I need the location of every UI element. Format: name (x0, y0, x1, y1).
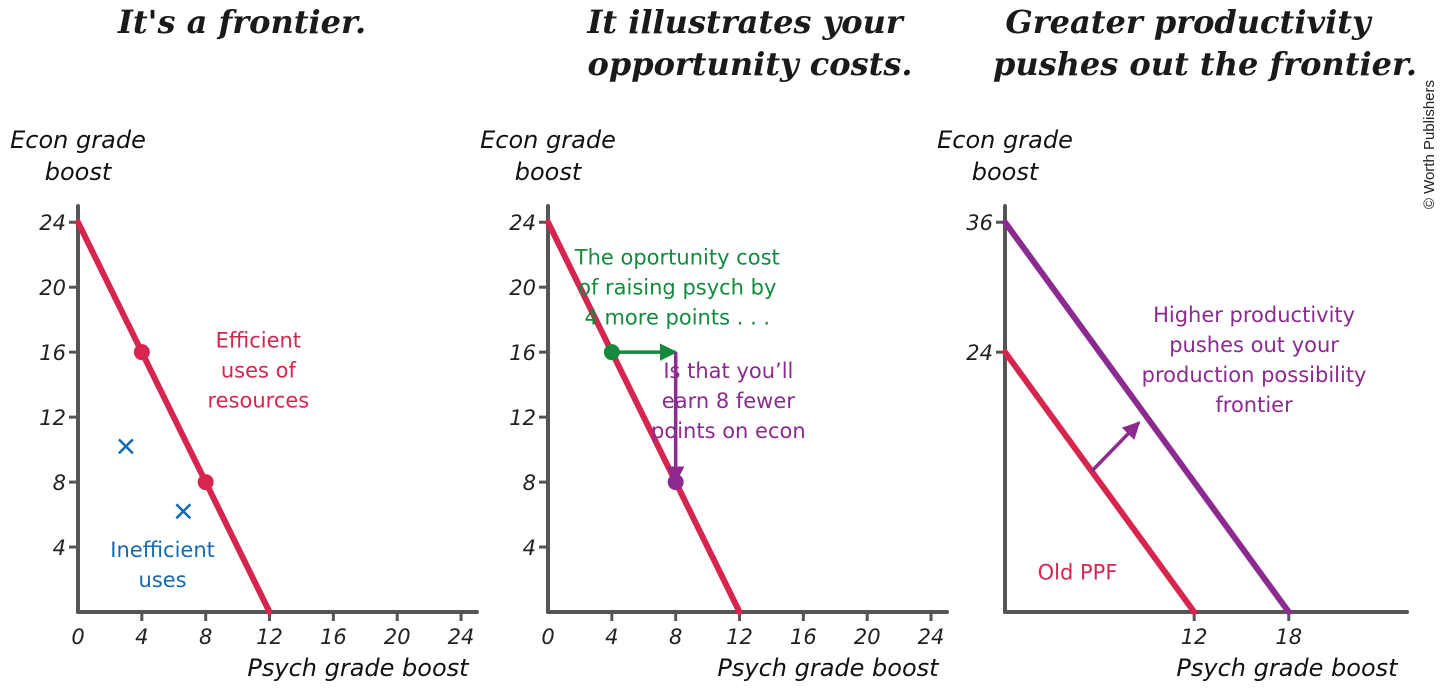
x-tick-label: 12 (1181, 625, 1208, 649)
x-tick-label: 24 (448, 625, 475, 649)
copyright-notice: © Worth Publishers (1421, 80, 1438, 209)
y-tick-label: 24 (966, 341, 993, 365)
annotation-line: Is that you’ll (663, 359, 793, 383)
annotation-line: pushes out your (1169, 333, 1339, 357)
y-tick-labels: 24 36 (966, 211, 993, 365)
inefficient-point (117, 438, 134, 455)
x-tick-label: 16 (790, 625, 817, 649)
y-tick-label: 4 (53, 536, 66, 560)
x-axis-label: Psych grade boost (247, 654, 470, 682)
panel-productivity: Greater productivity pushes out the fron… (937, 3, 1417, 682)
y-tick-labels: 4 8 12 16 20 24 (39, 211, 66, 560)
x-tick-label: 8 (199, 625, 212, 649)
x-tick-labels: 0 4 8 12 16 20 24 (541, 625, 944, 649)
x-tick-label: 8 (669, 625, 682, 649)
x-axis-label: Psych grade boost (1176, 654, 1399, 682)
annotation-line: of raising psych by (578, 275, 776, 299)
x-tick-labels: 0 4 8 12 16 20 24 (71, 625, 474, 649)
annotation-line: frontier (1215, 393, 1293, 417)
frontier-lines (75, 219, 273, 615)
x-tick-label: 4 (135, 625, 148, 649)
y-tick-label: 24 (39, 211, 66, 235)
annotation-line: Higher productivity (1153, 303, 1355, 327)
data-points (603, 344, 684, 491)
frontier-line (545, 219, 743, 615)
y-axis-label-line1: Econ grade (937, 126, 1073, 154)
y-tick-label: 16 (39, 341, 66, 365)
y-tick-label: 8 (53, 471, 66, 495)
annotation-line: Efficient (216, 328, 301, 352)
y-tick-label: 8 (523, 471, 536, 495)
y-tick-labels: 4 8 12 16 20 24 (509, 211, 536, 560)
annotation-line: uses (139, 568, 187, 592)
y-tick-label: 20 (39, 276, 66, 300)
annotation-line: earn 8 fewer (662, 389, 795, 413)
y-tick-label: 4 (523, 536, 536, 560)
x-tick-label: 20 (384, 625, 411, 649)
y-axis-label-line2: boost (45, 158, 113, 186)
x-tick-label: 16 (320, 625, 347, 649)
y-tick-label: 36 (966, 211, 993, 235)
x-tick-label: 12 (726, 625, 753, 649)
y-tick-label: 20 (509, 276, 536, 300)
annotation-line: points on econ (651, 419, 806, 443)
x-tick-label: 24 (918, 625, 945, 649)
y-axis-label-line1: Econ grade (480, 126, 616, 154)
frontier-line (1002, 349, 1198, 615)
annotations: The oportunity cost of raising psych by 4 … (574, 245, 806, 443)
axes (996, 204, 1409, 621)
highlight-point (667, 474, 684, 491)
panel-title-line1: Greater productivity (1005, 3, 1373, 41)
frontier-line (75, 219, 273, 615)
x-tick-label: 20 (854, 625, 881, 649)
y-axis-label-line1: Econ grade (10, 126, 146, 154)
axes (69, 204, 479, 621)
arrows (611, 343, 685, 484)
annotation-line: Inefficient (110, 538, 215, 562)
annotation-line: Old PPF (1038, 561, 1118, 585)
data-points (117, 344, 214, 520)
panel-title: It's a frontier. (117, 3, 366, 41)
panel-title-line2: pushes out the frontier. (993, 45, 1417, 83)
x-tick-label: 12 (256, 625, 283, 649)
x-tick-label: 0 (541, 625, 554, 649)
panel-title-line1: It illustrates your (586, 3, 905, 41)
y-tick-label: 12 (509, 406, 536, 430)
efficient-point (197, 474, 214, 491)
x-tick-labels: 12 18 (1181, 625, 1302, 649)
y-tick-label: 24 (509, 211, 536, 235)
annotation-line: uses of (221, 358, 297, 382)
arrows (1090, 421, 1141, 473)
x-tick-label: 0 (71, 625, 84, 649)
annotations: Efficient uses of resources Inefficient uses (110, 328, 309, 591)
x-axis-label: Psych grade boost (717, 654, 940, 682)
y-axis-label-line2: boost (515, 158, 583, 186)
x-tick-label: 4 (605, 625, 618, 649)
frontier-lines (1002, 219, 1292, 615)
annotation-line: production possibility (1142, 363, 1367, 387)
annotation-line: The oportunity cost (574, 245, 780, 269)
x-tick-label: 18 (1275, 625, 1302, 649)
frontier-line (1002, 219, 1292, 615)
inefficient-point (175, 503, 192, 520)
panel-frontier: It's a frontier. Econ grade boost Psych … (10, 3, 479, 682)
frontier-lines (545, 219, 743, 615)
panel-opportunity-cost: It illustrates your opportunity costs. E… (480, 3, 949, 682)
annotations: Old PPF Higher productivity pushes out you… (1038, 303, 1367, 585)
highlight-point (603, 344, 620, 361)
annotation-line: resources (207, 388, 309, 412)
panel-title-line2: opportunity costs. (587, 45, 912, 83)
y-axis-label-line2: boost (972, 158, 1040, 186)
annotation-line: 4 more points . . . (584, 305, 770, 329)
arrow (1090, 421, 1141, 473)
efficient-point (133, 344, 150, 361)
y-tick-label: 16 (509, 341, 536, 365)
y-tick-label: 12 (39, 406, 66, 430)
